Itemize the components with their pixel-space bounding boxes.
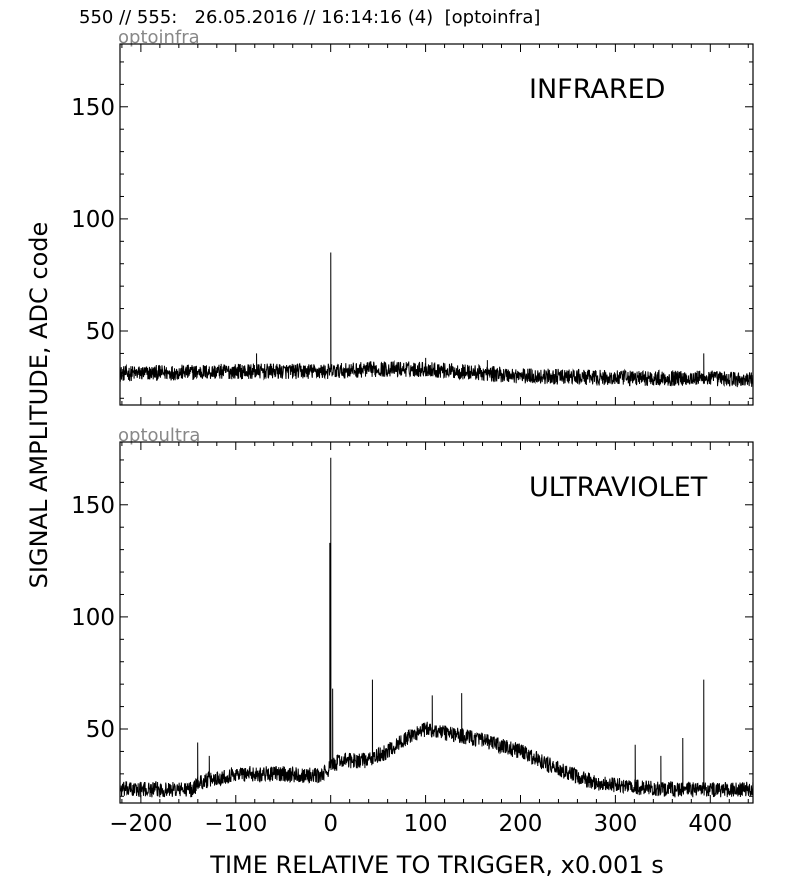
channel-label: optoultra — [118, 425, 200, 446]
plot-frame — [119, 441, 754, 804]
x-axis-label: TIME RELATIVE TO TRIGGER, x0.001 s — [209, 851, 663, 879]
plot-frame — [119, 43, 754, 406]
y-tick-label: 100 — [71, 605, 115, 631]
panel-optoultra: optoultra ULTRAVIOLET 50 100 150 −200 −100 0 100… — [71, 425, 754, 837]
y-tick-label: 50 — [86, 319, 115, 345]
figure-header: 550 // 555: 26.05.2016 // 16:14:16 (4) [… — [79, 7, 541, 28]
signal-trace-optoinfra — [120, 252, 753, 388]
x-tick-label: −200 — [109, 811, 172, 837]
signal-trace-optoultra — [120, 457, 753, 798]
panel-optoinfra: optoinfra INFRARED 50 100 150 — [71, 27, 754, 406]
y-tick-label: 100 — [71, 207, 115, 233]
y-tick-label: 150 — [71, 493, 115, 519]
x-tick-label: 0 — [323, 811, 338, 837]
x-tick-label: 100 — [404, 811, 448, 837]
channel-label: optoinfra — [118, 27, 200, 48]
x-tick-label: 300 — [593, 811, 637, 837]
y-tick-label: 50 — [86, 717, 115, 743]
y-tick-label: 150 — [71, 95, 115, 121]
annotation-infrared: INFRARED — [529, 74, 665, 105]
x-tick-label: 200 — [499, 811, 543, 837]
y-axis-label: SIGNAL AMPLITUDE, ADC code — [25, 222, 53, 589]
x-tick-label: 400 — [688, 811, 732, 837]
x-tick-label: −100 — [204, 811, 267, 837]
annotation-ultraviolet: ULTRAVIOLET — [529, 472, 708, 503]
